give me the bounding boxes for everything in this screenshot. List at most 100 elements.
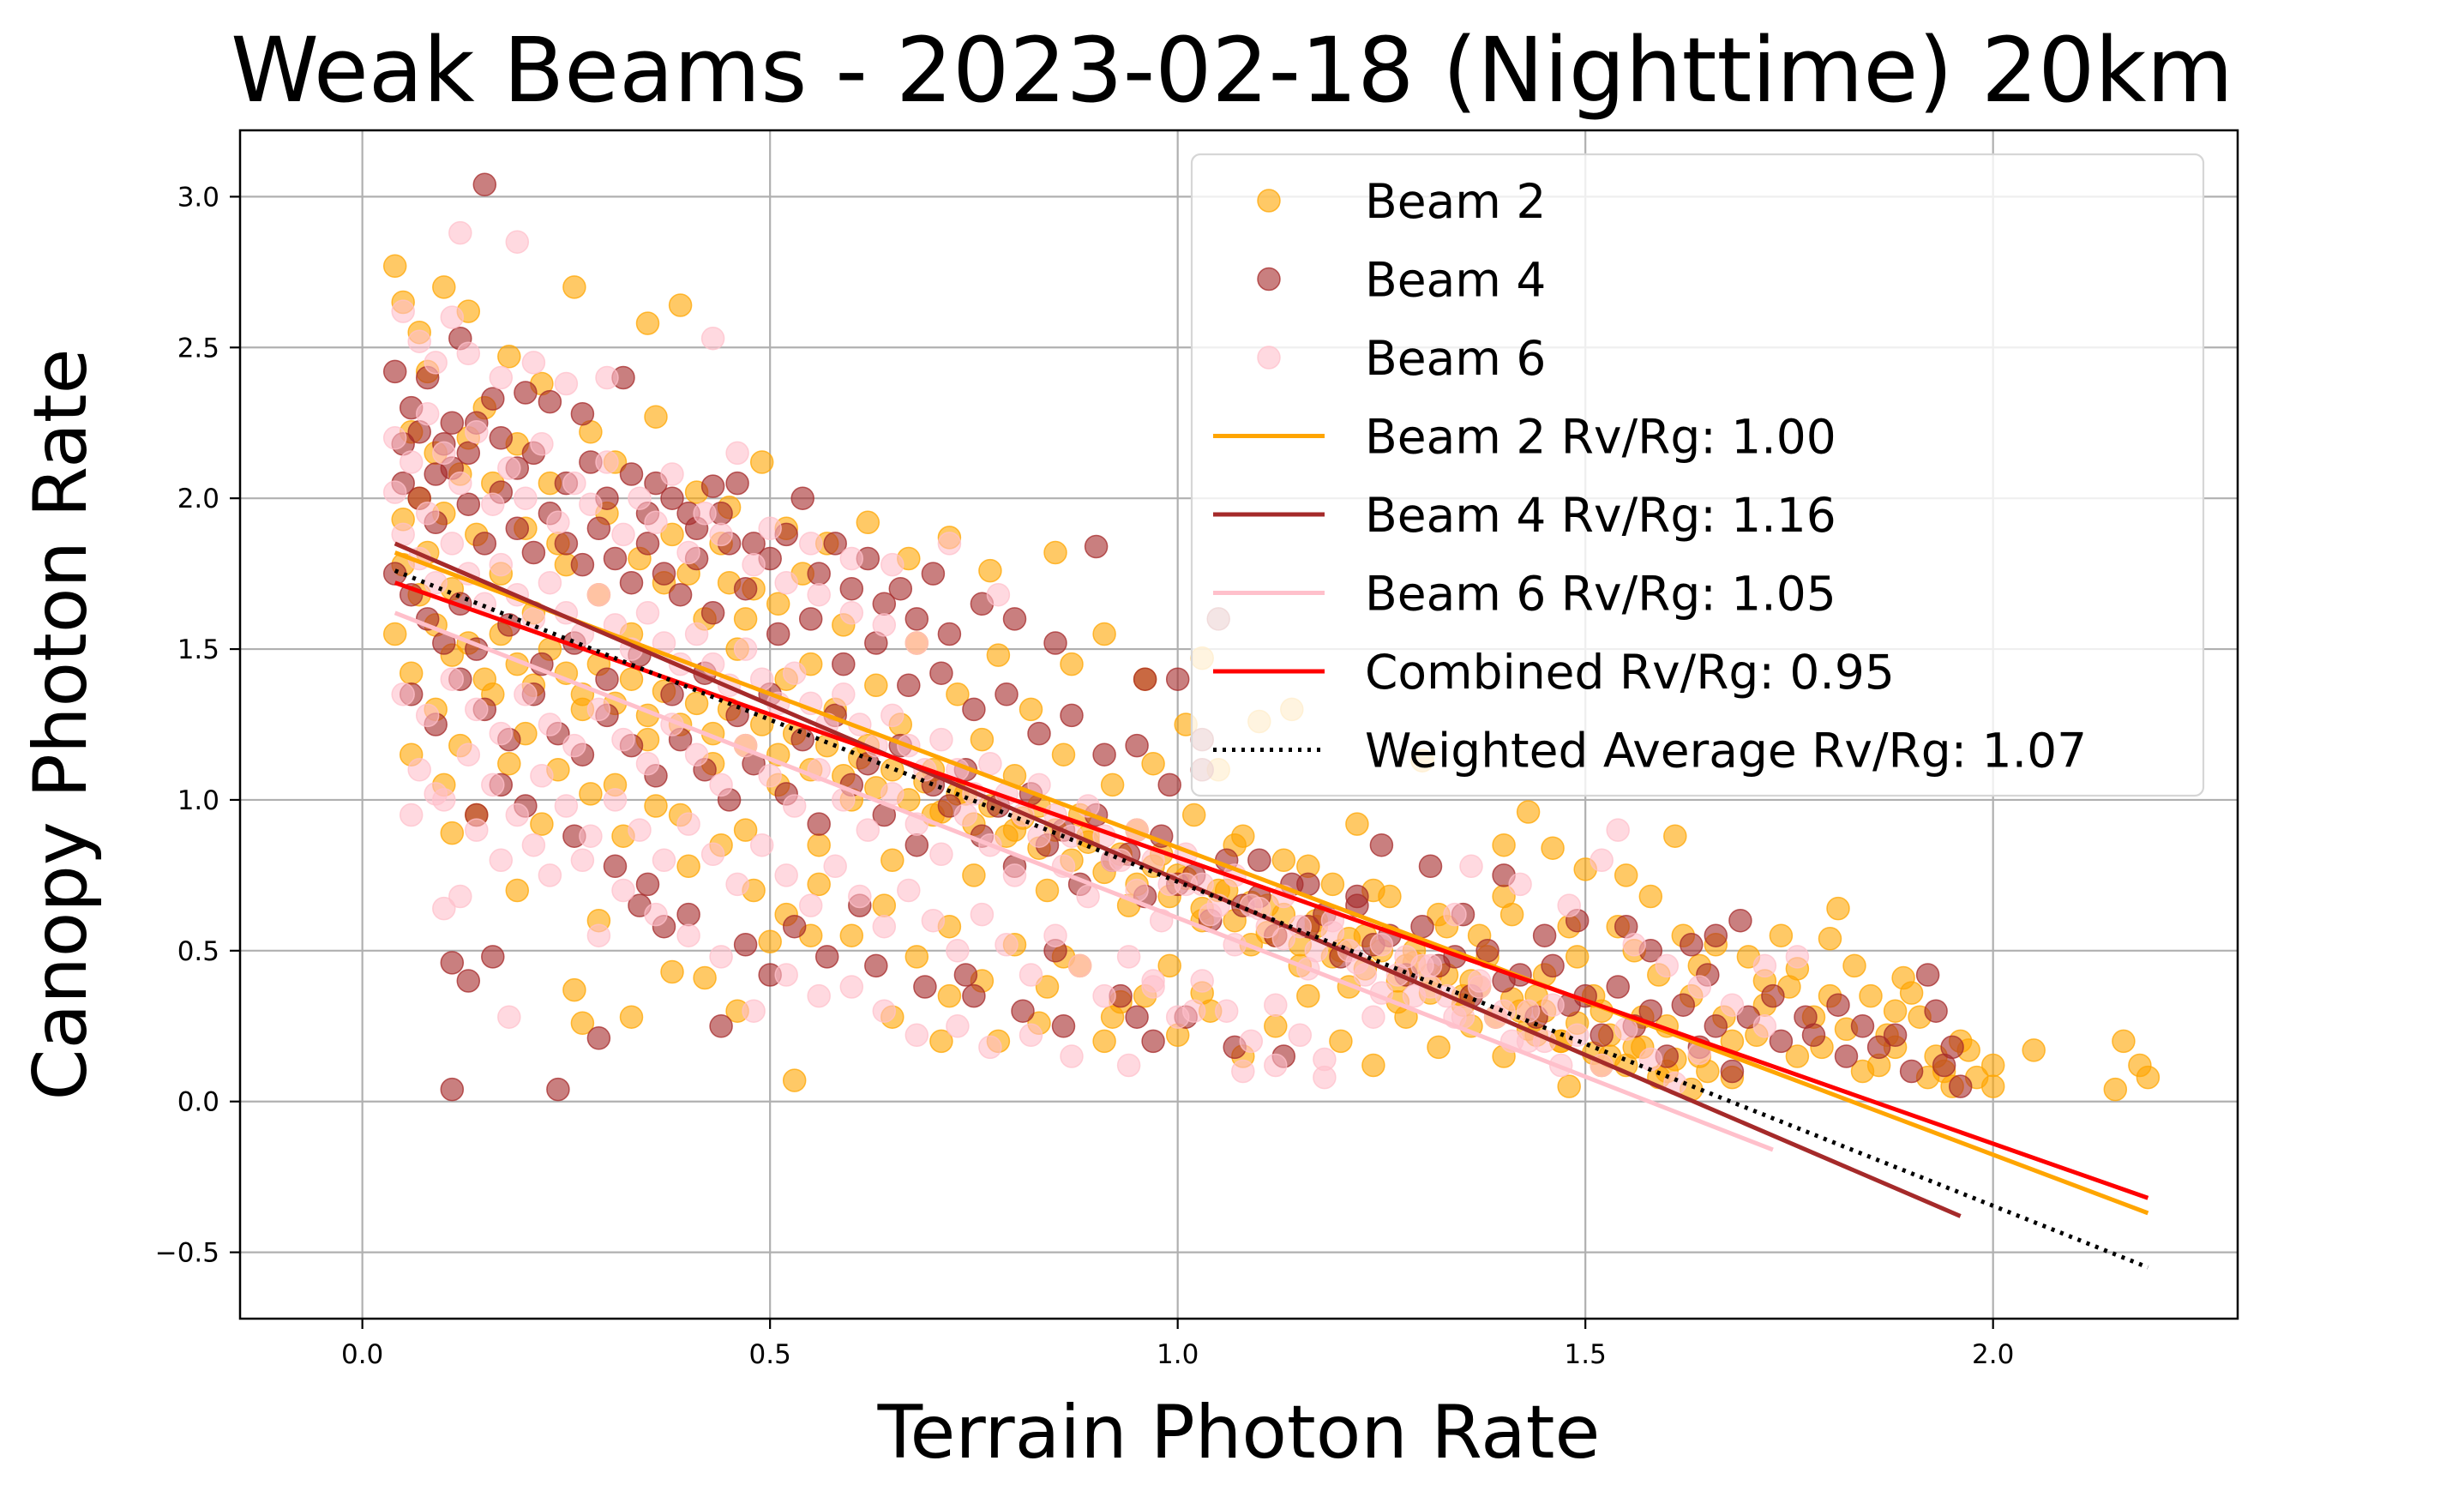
scatter-point [872, 893, 897, 917]
scatter-point [758, 764, 782, 788]
scatter-point [2136, 1065, 2161, 1090]
scatter-point [424, 462, 448, 486]
scatter-point [415, 502, 440, 526]
scatter-point [700, 601, 725, 625]
scatter-point [978, 751, 1002, 776]
x-tick-label: 0.0 [341, 1339, 383, 1370]
scatter-point [897, 878, 921, 903]
scatter-point [505, 516, 530, 541]
scatter-point [514, 486, 538, 510]
scatter-point [644, 405, 668, 429]
scatter-point [758, 929, 782, 954]
scatter-point [660, 682, 684, 706]
scatter-point [1508, 872, 1532, 897]
scatter-point [382, 562, 407, 586]
scatter-point [676, 854, 700, 879]
scatter-point [1516, 800, 1541, 824]
scatter-point [432, 275, 456, 299]
scatter-point [839, 975, 864, 999]
scatter-point [1231, 1059, 1255, 1084]
scatter-point [937, 532, 962, 556]
scatter-point [1565, 945, 1590, 969]
scatter-point [579, 782, 603, 806]
axis-ticks: 0.0 0.5 1.0 1.5 2.0 −0.5 0.0 0.5 1.0 1.5 2.0 2.5 3.0 [155, 182, 2015, 1370]
scatter-point [505, 230, 530, 254]
y-tick-label: 3.0 [177, 182, 219, 213]
scatter-point [1663, 824, 1687, 848]
scatter-point [1704, 923, 1728, 947]
scatter-point [660, 462, 684, 486]
scatter-point [823, 854, 847, 879]
scatter-point [521, 351, 546, 375]
scatter-point [521, 540, 546, 565]
scatter-point [1826, 993, 1850, 1017]
scatter-point [660, 959, 684, 984]
scatter-point [586, 516, 611, 541]
scatter-point [725, 471, 749, 496]
scatter-point [586, 1026, 611, 1050]
scatter-point [1165, 667, 1190, 691]
scatter-point [733, 637, 758, 661]
scatter-point [660, 522, 684, 547]
scatter-point [807, 562, 831, 586]
scatter-point [1060, 1044, 1084, 1068]
scatter-point [465, 697, 489, 722]
scatter-point [570, 1011, 595, 1036]
scatter-point [970, 902, 995, 927]
scatter-point [1067, 953, 1092, 978]
scatter-point [1899, 981, 1924, 1005]
scatter-point [595, 667, 619, 691]
scatter-point [904, 833, 929, 857]
scatter-point [538, 863, 562, 887]
scatter-point [570, 552, 595, 577]
scatter-point [1866, 1035, 1891, 1060]
scatter-point [798, 893, 823, 917]
scatter-point [1345, 812, 1369, 836]
scatter-point [1850, 1014, 1875, 1038]
scatter-point [619, 1005, 644, 1029]
scatter-point [505, 803, 530, 827]
scatter-point [774, 863, 798, 887]
scatter-point [570, 848, 595, 873]
scatter-point [635, 872, 660, 897]
scatter-point [635, 311, 660, 335]
scatter-point [814, 945, 839, 969]
scatter-point [562, 977, 586, 1002]
scatter-point [1565, 1023, 1590, 1048]
scatter-point [407, 758, 431, 782]
y-axis-label: Canopy Photon Rate [18, 348, 104, 1100]
scatter-point [391, 299, 415, 323]
scatter-point [1100, 1005, 1125, 1029]
scatter-point [489, 365, 514, 390]
scatter-point [978, 558, 1002, 583]
scatter-point [807, 582, 831, 607]
scatter-point [742, 552, 766, 577]
scatter-point [856, 510, 880, 535]
scatter-point [1859, 983, 1883, 1008]
scatter-point [1769, 1029, 1794, 1054]
scatter-point [774, 570, 798, 595]
scatter-point [839, 546, 864, 571]
scatter-point [415, 401, 440, 426]
scatter-point [864, 953, 888, 978]
scatter-point [1002, 607, 1027, 631]
legend-marker [1257, 346, 1281, 370]
scatter-point [1092, 1029, 1116, 1054]
scatter-point [986, 582, 1011, 607]
scatter-point [1459, 854, 1483, 879]
scatter-point [807, 872, 831, 897]
scatter-point [1761, 983, 1785, 1008]
scatter-point [807, 833, 831, 857]
scatter-point [586, 923, 611, 947]
scatter-point [530, 764, 554, 788]
scatter-point [465, 420, 489, 444]
scatter-point [733, 933, 758, 957]
scatter-point [904, 945, 929, 969]
scatter-point [742, 999, 766, 1023]
scatter-point [570, 401, 595, 426]
legend-label: Beam 4 [1365, 253, 1546, 308]
scatter-point [774, 963, 798, 987]
scatter-point [684, 622, 709, 646]
scatter-point [660, 486, 684, 510]
scatter-point [432, 441, 456, 466]
